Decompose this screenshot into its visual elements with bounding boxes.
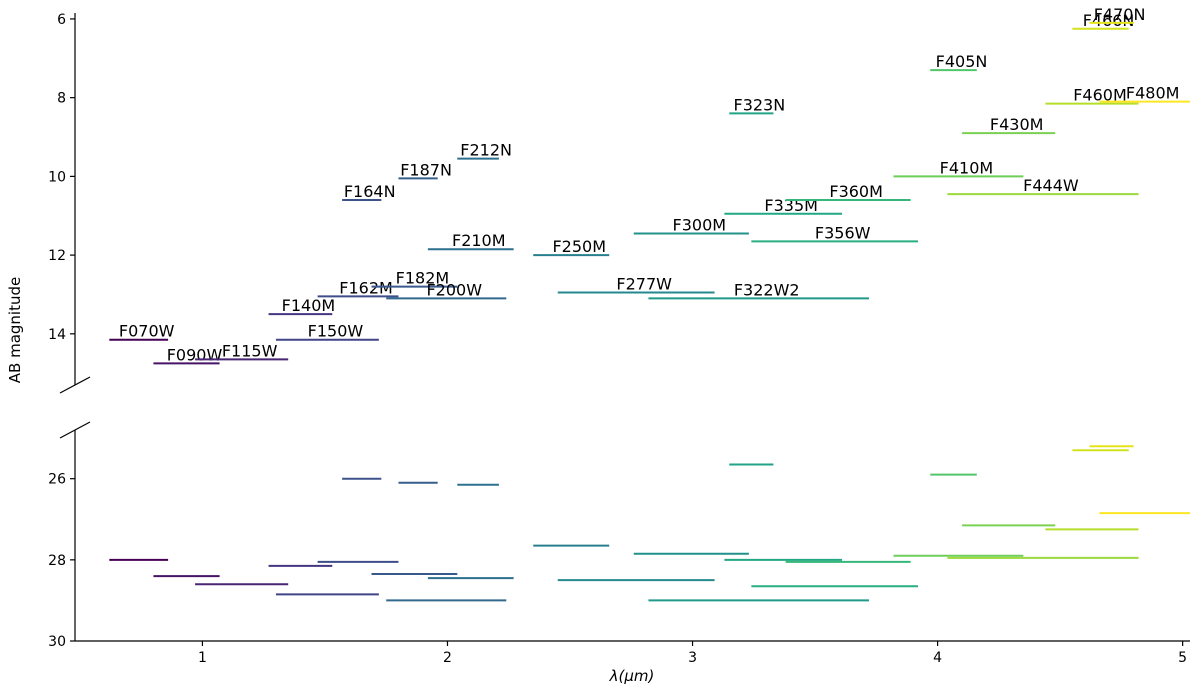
- filter-label-f323n: F323N: [733, 95, 785, 114]
- filter-label-f150w: F150W: [308, 322, 364, 341]
- filter-label-f212n: F212N: [460, 141, 512, 160]
- filter-label-f360m: F360M: [829, 182, 883, 201]
- filter-label-f466n: F466N: [1083, 11, 1135, 30]
- filter-label-f164n: F164N: [344, 182, 396, 201]
- filter-label-f405n: F405N: [936, 52, 988, 71]
- axis-break-mark-top: [59, 376, 91, 394]
- filter-label-f162m: F162M: [339, 278, 393, 297]
- filter-label-f090w: F090W: [167, 345, 223, 364]
- filter-label-f410m: F410M: [940, 158, 994, 177]
- top-panel-y-tick-label: 10: [48, 169, 66, 185]
- axis-break-mark-bottom: [59, 421, 91, 439]
- filter-label-f444w: F444W: [1023, 176, 1079, 195]
- filter-label-f187n: F187N: [400, 160, 452, 179]
- x-tick-label: 4: [933, 650, 942, 666]
- filter-label-f070w: F070W: [119, 322, 175, 341]
- filter-label-f115w: F115W: [222, 341, 278, 360]
- filter-label-f277w: F277W: [616, 275, 672, 294]
- filter-label-f460m: F460M: [1073, 86, 1127, 105]
- bottom-panel: [109, 445, 1190, 602]
- filter-label-f182m: F182M: [396, 269, 450, 288]
- y-axis-title: AB magnitude: [6, 277, 24, 383]
- top-panel-y-tick-label: 6: [57, 12, 66, 28]
- filter-label-f210m: F210M: [452, 231, 506, 250]
- x-axis-title: λ(μm): [609, 667, 655, 685]
- filter-label-f335m: F335M: [764, 196, 818, 215]
- top-panel: F070W F090W F115W F140M F150W F162M F164N F182M…: [109, 5, 1190, 365]
- filter-label-f140m: F140M: [282, 296, 336, 315]
- filter-label-f250m: F250M: [552, 237, 606, 256]
- top-panel-y-tick-label: 12: [48, 248, 66, 264]
- top-panel-y-tick-label: 8: [57, 91, 66, 107]
- top-panel-y-tick-label: 14: [48, 327, 66, 343]
- x-tick-label: 2: [443, 650, 452, 666]
- filter-label-f430m: F430M: [990, 115, 1044, 134]
- bottom-panel-y-tick-label: 28: [48, 553, 66, 569]
- x-tick-label: 1: [198, 650, 207, 666]
- bottom-panel-y-tick-label: 30: [48, 634, 66, 650]
- filter-label-f480m: F480M: [1126, 84, 1180, 103]
- bottom-panel-y-tick-label: 26: [48, 472, 66, 488]
- filter-label-f322w2: F322W2: [734, 280, 800, 299]
- x-tick-label: 5: [1178, 650, 1187, 666]
- filter-label-f300m: F300M: [673, 215, 727, 234]
- filter-label-f470n: F470N: [1094, 5, 1146, 24]
- filter-label-f356w: F356W: [815, 223, 871, 242]
- filter-label-f200w: F200W: [426, 280, 482, 299]
- x-tick-label: 3: [688, 650, 697, 666]
